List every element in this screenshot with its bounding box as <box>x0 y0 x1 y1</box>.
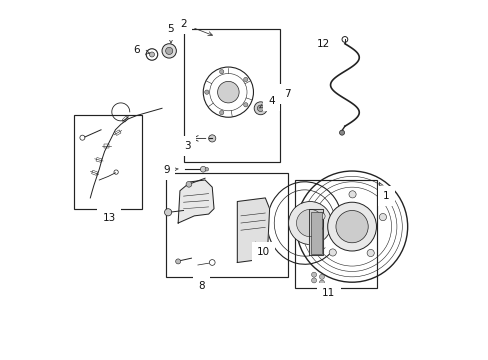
Circle shape <box>164 209 171 216</box>
Text: 2: 2 <box>180 19 212 36</box>
Polygon shape <box>308 209 323 255</box>
Bar <box>74 116 142 209</box>
Circle shape <box>200 166 206 172</box>
Text: 3: 3 <box>183 141 195 151</box>
Circle shape <box>149 52 154 57</box>
Circle shape <box>204 167 208 171</box>
Circle shape <box>217 81 239 103</box>
Circle shape <box>335 211 367 243</box>
Circle shape <box>254 102 266 115</box>
Text: 7: 7 <box>284 89 290 99</box>
Circle shape <box>311 272 316 277</box>
Circle shape <box>162 44 176 58</box>
Circle shape <box>317 213 325 220</box>
Circle shape <box>379 213 386 221</box>
Circle shape <box>243 77 247 82</box>
Bar <box>165 173 287 277</box>
Text: 4: 4 <box>259 96 274 108</box>
Bar <box>104 144 109 148</box>
Circle shape <box>311 278 316 283</box>
Text: 1: 1 <box>379 183 388 201</box>
Bar <box>294 180 376 288</box>
Text: 6: 6 <box>133 45 149 55</box>
Circle shape <box>243 103 247 107</box>
Circle shape <box>257 105 264 112</box>
Bar <box>96 158 102 162</box>
Circle shape <box>319 274 324 279</box>
Text: 9: 9 <box>163 165 178 175</box>
Text: 12: 12 <box>316 39 330 49</box>
Circle shape <box>208 135 215 142</box>
Circle shape <box>165 47 172 54</box>
Circle shape <box>328 249 336 256</box>
Text: 5: 5 <box>167 24 174 43</box>
Circle shape <box>219 111 224 115</box>
Circle shape <box>219 69 224 74</box>
Bar <box>183 30 280 162</box>
Circle shape <box>348 191 355 198</box>
Text: 13: 13 <box>102 212 115 222</box>
Circle shape <box>366 249 373 257</box>
Circle shape <box>185 181 191 187</box>
Bar <box>310 212 321 253</box>
Circle shape <box>288 202 331 244</box>
Text: 10: 10 <box>255 242 269 257</box>
Bar <box>115 130 121 135</box>
Circle shape <box>296 210 323 237</box>
Circle shape <box>327 202 376 251</box>
Bar <box>122 116 128 122</box>
Circle shape <box>319 280 324 285</box>
Circle shape <box>204 90 208 94</box>
Circle shape <box>339 130 344 135</box>
Circle shape <box>175 259 180 264</box>
Text: 8: 8 <box>198 281 204 291</box>
Polygon shape <box>178 180 214 223</box>
Text: 11: 11 <box>322 288 335 298</box>
Polygon shape <box>237 198 269 262</box>
Bar <box>91 170 98 175</box>
